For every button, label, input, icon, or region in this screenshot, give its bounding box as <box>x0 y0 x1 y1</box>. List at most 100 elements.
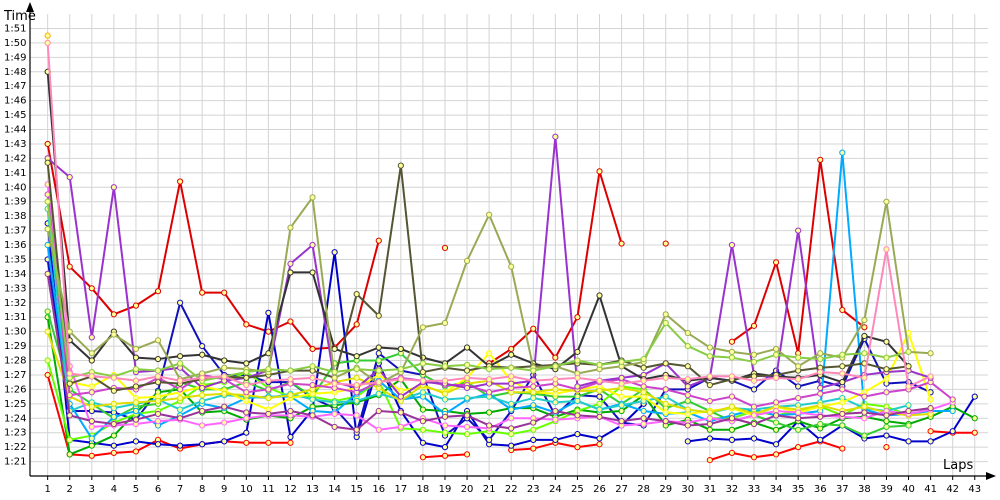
data-point <box>44 39 51 46</box>
data-point <box>154 418 162 425</box>
data-point <box>508 263 515 270</box>
data-point <box>44 159 51 166</box>
data-point <box>243 321 250 328</box>
data-point <box>309 374 316 381</box>
x-axis-title: Laps <box>943 458 973 473</box>
data-point <box>949 407 956 415</box>
data-point <box>662 240 669 247</box>
data-point <box>684 397 691 405</box>
data-point <box>154 397 162 405</box>
data-point <box>927 350 934 357</box>
data-point <box>574 357 581 364</box>
x-tick-label: 1 <box>44 484 50 495</box>
data-point <box>44 371 51 379</box>
data-point <box>486 389 493 396</box>
x-tick-label: 11 <box>262 484 275 495</box>
data-point <box>949 396 956 403</box>
data-point <box>88 423 95 431</box>
x-tick-label: 38 <box>858 484 871 495</box>
data-point <box>817 350 824 357</box>
data-point <box>552 354 559 361</box>
data-point <box>88 285 95 292</box>
data-point <box>508 373 515 380</box>
data-point <box>552 376 559 383</box>
data-point <box>640 377 647 384</box>
series-line <box>46 223 645 449</box>
data-point <box>66 174 73 181</box>
data-point <box>728 415 736 422</box>
x-tick-label: 13 <box>306 484 319 495</box>
data-point <box>353 381 360 389</box>
data-point <box>287 407 294 415</box>
data-point <box>552 407 559 415</box>
data-point <box>375 237 382 244</box>
y-tick-label: 1:32 <box>4 298 26 309</box>
x-tick-label: 40 <box>902 484 915 495</box>
data-point <box>530 367 537 374</box>
data-point <box>618 380 625 387</box>
data-point <box>243 360 250 367</box>
data-point <box>684 376 691 383</box>
data-point <box>463 384 471 392</box>
data-point <box>508 431 515 438</box>
y-tick-label: 1:22 <box>4 442 26 453</box>
data-point <box>397 376 404 383</box>
data-point <box>243 439 250 446</box>
data-point <box>574 444 581 451</box>
data-point <box>110 374 117 381</box>
data-point <box>397 366 404 373</box>
data-point <box>861 393 868 400</box>
data-point <box>287 376 294 383</box>
plot-area <box>44 32 978 464</box>
data-point <box>861 350 868 357</box>
x-tick-label: 2 <box>67 484 73 495</box>
data-point <box>463 374 471 381</box>
y-tick-label: 1:48 <box>4 67 26 78</box>
data-point <box>309 269 316 276</box>
data-point <box>839 422 846 429</box>
y-tick-label: 1:21 <box>4 457 26 468</box>
data-point <box>66 451 73 458</box>
data-point <box>883 418 890 425</box>
data-point <box>463 451 471 458</box>
data-point <box>706 457 713 464</box>
data-point <box>508 415 515 422</box>
data-point <box>441 444 449 451</box>
data-point <box>419 324 427 331</box>
data-point <box>905 363 912 370</box>
y-tick-label: 1:43 <box>4 139 26 150</box>
series-line <box>46 360 644 441</box>
data-point <box>199 407 206 415</box>
data-point <box>772 374 780 381</box>
data-point <box>243 389 250 396</box>
data-point <box>640 407 647 415</box>
data-point <box>772 399 780 406</box>
data-point <box>772 419 780 426</box>
series-line <box>687 396 976 446</box>
data-point <box>662 374 669 381</box>
data-point <box>795 426 802 433</box>
data-point <box>331 345 338 353</box>
data-point <box>66 392 73 399</box>
data-point <box>728 426 736 433</box>
data-point <box>552 416 559 423</box>
data-point <box>530 419 537 426</box>
data-point <box>684 422 691 429</box>
data-point <box>486 366 493 373</box>
y-tick-label: 1:36 <box>4 240 26 251</box>
data-point <box>265 377 272 384</box>
data-point <box>772 412 780 419</box>
data-point <box>265 439 272 446</box>
data-point <box>221 289 228 296</box>
data-point <box>154 441 162 448</box>
tick-labels: 1:21 1:22 1:23 1:24 1:25 1:26 1:27 1:28 1:29 1:30… <box>4 23 981 495</box>
data-point <box>486 211 493 218</box>
x-tick-label: 28 <box>637 484 650 495</box>
y-tick-label: 1:31 <box>4 312 26 323</box>
x-tick-label: 17 <box>394 484 407 495</box>
data-point <box>684 406 691 413</box>
data-point <box>706 353 713 360</box>
data-point <box>110 387 117 394</box>
data-point <box>110 449 117 456</box>
